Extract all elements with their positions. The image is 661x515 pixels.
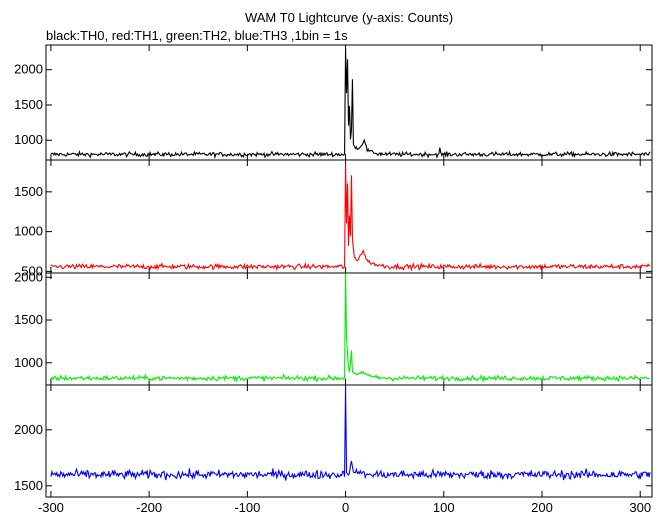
y-tick-label: 500	[21, 263, 43, 278]
panel-th0: 1000 1500 2000	[14, 44, 653, 161]
x-tick-label: 0	[342, 500, 349, 515]
y-tick-label: 2000	[14, 62, 43, 77]
series-line-th1	[50, 163, 651, 272]
panel-th3: 1500 2000	[14, 384, 653, 498]
y-tick-label: 1000	[14, 355, 43, 370]
y-tick-label: 2000	[14, 269, 43, 284]
y-tick-label: 1500	[14, 184, 43, 199]
y-tick-label: 1000	[14, 132, 43, 147]
x-tick-label: 100	[433, 500, 455, 515]
y-tick-label: 1500	[14, 478, 43, 493]
x-axis: -300 -200 -100 0 100 200 300	[38, 500, 651, 515]
series-line-th2	[50, 273, 651, 383]
panel-th1: 500 1000 1500	[14, 159, 653, 278]
panel-frame	[45, 44, 653, 161]
x-tick-label: -100	[234, 500, 260, 515]
y-tick-label: 1500	[14, 97, 43, 112]
x-tick-label: -300	[38, 500, 64, 515]
series-line-th3	[50, 386, 651, 481]
chart-title: WAM T0 Lightcurve (y-axis: Counts)	[245, 10, 453, 25]
y-tick-label: 1500	[14, 312, 43, 327]
x-tick-label: 200	[531, 500, 553, 515]
panel-th2: 1000 1500 2000	[14, 269, 653, 386]
y-tick-label: 2000	[14, 422, 43, 437]
panel-frame	[45, 384, 653, 498]
x-tick-label: 300	[629, 500, 651, 515]
y-tick-label: 1000	[14, 224, 43, 239]
series-line-th0	[50, 48, 651, 160]
x-tick-label: -200	[136, 500, 162, 515]
chart-subtitle: black:TH0, red:TH1, green:TH2, blue:TH3 …	[46, 28, 348, 43]
panels-group: 1000150020005001000150010001500200015002…	[14, 44, 653, 498]
